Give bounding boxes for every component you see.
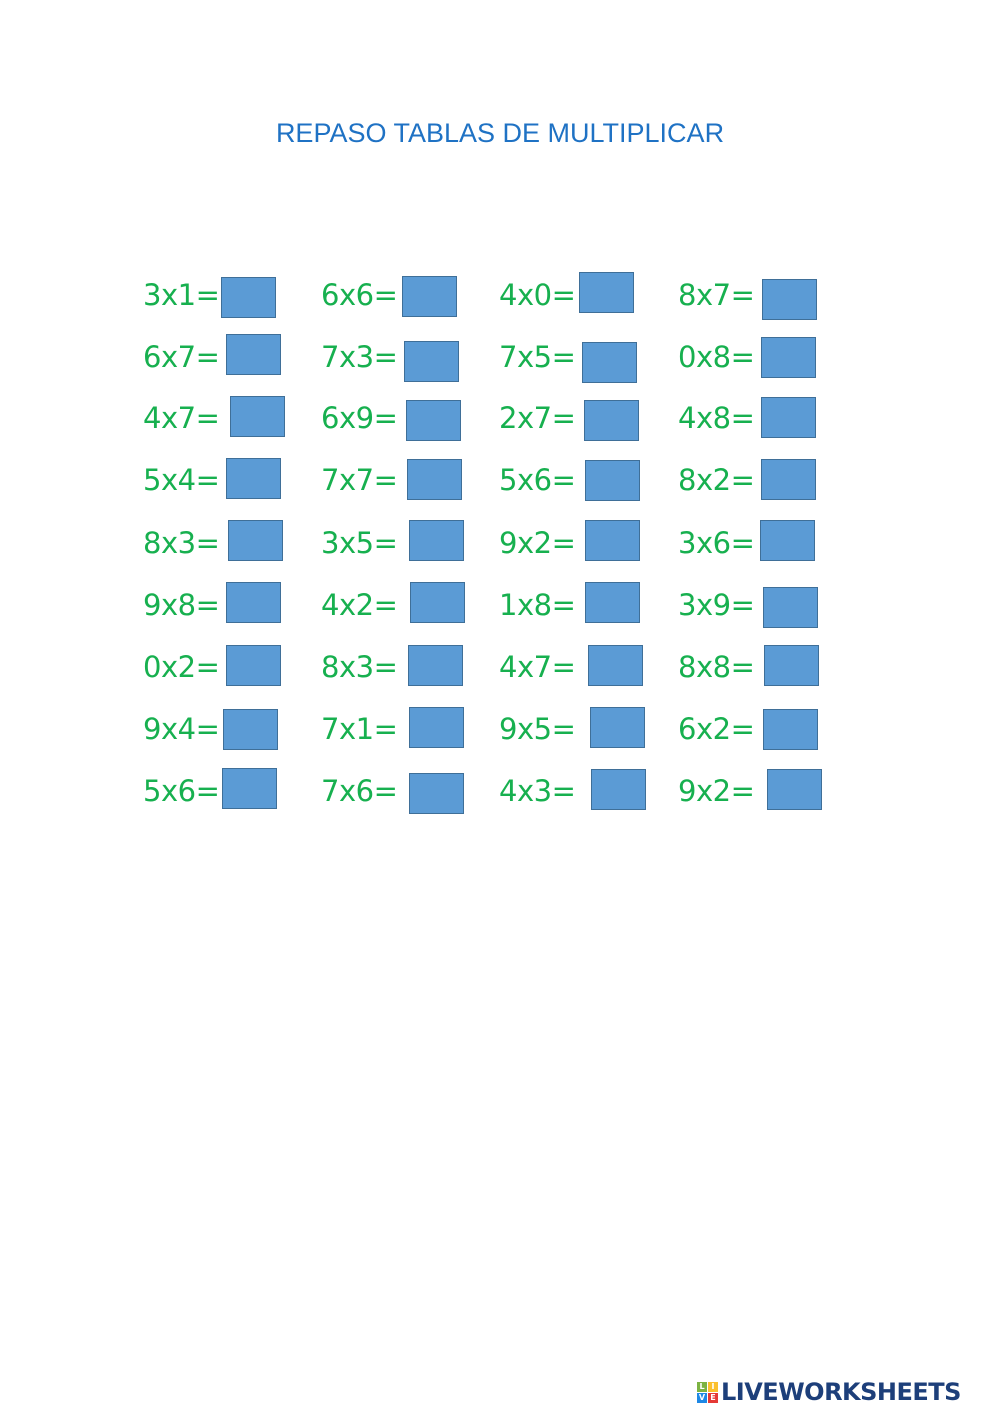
exercise-expression: 8x8= (678, 650, 755, 684)
exercise-expression: 4x0= (499, 278, 576, 312)
logo-letter: V (697, 1392, 707, 1403)
answer-box[interactable] (408, 645, 463, 686)
exercise-expression: 0x2= (143, 650, 220, 684)
answer-box[interactable] (585, 520, 640, 561)
exercise-expression: 9x8= (143, 588, 220, 622)
exercise-expression: 7x1= (321, 712, 398, 746)
answer-box[interactable] (585, 582, 640, 623)
answer-box[interactable] (764, 645, 819, 686)
answer-box[interactable] (402, 276, 457, 317)
exercise-expression: 8x7= (678, 278, 755, 312)
answer-box[interactable] (410, 582, 465, 623)
answer-box[interactable] (763, 709, 818, 750)
exercise-expression: 4x7= (143, 401, 220, 435)
worksheet-title: REPASO TABLAS DE MULTIPLICAR (275, 118, 725, 148)
answer-box[interactable] (409, 773, 464, 814)
logo-mark-icon: L I V E (697, 1381, 718, 1403)
answer-box[interactable] (222, 768, 277, 809)
exercise-expression: 3x5= (321, 526, 398, 560)
exercise-expression: 6x7= (143, 340, 220, 374)
exercise-expression: 9x2= (678, 774, 755, 808)
exercise-expression: 1x8= (499, 588, 576, 622)
exercise-expression: 7x7= (321, 463, 398, 497)
exercise-expression: 0x8= (678, 340, 755, 374)
exercise-expression: 3x1= (143, 278, 220, 312)
exercise-expression: 7x6= (321, 774, 398, 808)
exercise-expression: 8x2= (678, 463, 755, 497)
answer-box[interactable] (760, 520, 815, 561)
answer-box[interactable] (590, 707, 645, 748)
exercise-expression: 9x4= (143, 712, 220, 746)
logo-text: LIVEWORKSHEETS (721, 1378, 961, 1406)
answer-box[interactable] (761, 459, 816, 500)
answer-box[interactable] (767, 769, 822, 810)
answer-box[interactable] (762, 279, 817, 320)
answer-box[interactable] (223, 709, 278, 750)
answer-box[interactable] (409, 707, 464, 748)
exercise-expression: 5x4= (143, 463, 220, 497)
answer-box[interactable] (761, 397, 816, 438)
answer-box[interactable] (579, 272, 634, 313)
answer-box[interactable] (582, 342, 637, 383)
answer-box[interactable] (406, 400, 461, 441)
exercise-expression: 4x3= (499, 774, 576, 808)
exercise-expression: 2x7= (499, 401, 576, 435)
liveworksheets-logo: L I V E LIVEWORKSHEETS (697, 1378, 961, 1406)
exercise-expression: 9x2= (499, 526, 576, 560)
exercise-expression: 5x6= (143, 774, 220, 808)
exercise-expression: 8x3= (143, 526, 220, 560)
answer-box[interactable] (404, 341, 459, 382)
answer-box[interactable] (585, 460, 640, 501)
exercise-expression: 5x6= (499, 463, 576, 497)
answer-box[interactable] (226, 458, 281, 499)
exercise-expression: 4x2= (321, 588, 398, 622)
exercise-expression: 7x3= (321, 340, 398, 374)
exercise-expression: 3x6= (678, 526, 755, 560)
answer-box[interactable] (226, 582, 281, 623)
answer-box[interactable] (226, 334, 281, 375)
answer-box[interactable] (226, 645, 281, 686)
exercise-expression: 4x8= (678, 401, 755, 435)
exercise-expression: 6x2= (678, 712, 755, 746)
answer-box[interactable] (584, 400, 639, 441)
answer-box[interactable] (409, 520, 464, 561)
answer-box[interactable] (221, 277, 276, 318)
answer-box[interactable] (591, 769, 646, 810)
exercise-expression: 3x9= (678, 588, 755, 622)
exercise-expression: 4x7= (499, 650, 576, 684)
exercise-expression: 9x5= (499, 712, 576, 746)
answer-box[interactable] (228, 520, 283, 561)
exercise-expression: 8x3= (321, 650, 398, 684)
logo-letter: E (708, 1392, 718, 1403)
exercise-expression: 6x6= (321, 278, 398, 312)
answer-box[interactable] (763, 587, 818, 628)
logo-letter: I (708, 1381, 718, 1392)
answer-box[interactable] (761, 337, 816, 378)
exercise-expression: 7x5= (499, 340, 576, 374)
answer-box[interactable] (588, 645, 643, 686)
answer-box[interactable] (407, 459, 462, 500)
logo-letter: L (697, 1381, 707, 1392)
answer-box[interactable] (230, 396, 285, 437)
exercise-expression: 6x9= (321, 401, 398, 435)
